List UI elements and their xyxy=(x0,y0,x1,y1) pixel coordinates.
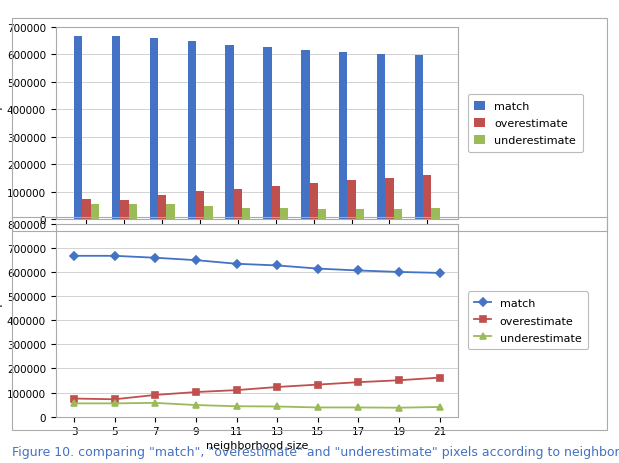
Bar xyxy=(225,46,234,220)
overestimate xyxy=(355,380,362,385)
underestimate xyxy=(152,400,159,406)
Bar xyxy=(347,181,356,220)
underestimate xyxy=(233,404,240,409)
Bar xyxy=(188,42,196,220)
overestimate xyxy=(152,392,159,398)
Bar xyxy=(234,190,242,220)
underestimate xyxy=(355,405,362,410)
Bar xyxy=(120,200,129,220)
Bar xyxy=(74,37,82,220)
overestimate xyxy=(111,397,118,402)
match xyxy=(152,256,159,261)
Bar xyxy=(90,205,99,220)
Bar xyxy=(431,209,439,220)
underestimate xyxy=(111,400,118,406)
match xyxy=(355,268,362,274)
Bar xyxy=(356,209,364,220)
Legend: match, overestimate, underestimate: match, overestimate, underestimate xyxy=(467,292,588,350)
overestimate xyxy=(274,384,281,390)
overestimate xyxy=(396,378,403,383)
Line: overestimate: overestimate xyxy=(71,375,443,402)
Bar xyxy=(82,200,90,220)
overestimate xyxy=(314,382,321,388)
X-axis label: neighborhood size: neighborhood size xyxy=(206,244,308,254)
Bar xyxy=(158,195,167,220)
underestimate xyxy=(436,404,443,410)
overestimate xyxy=(233,388,240,393)
Bar xyxy=(150,39,158,220)
Bar xyxy=(242,208,251,220)
Bar xyxy=(129,205,137,220)
Y-axis label: number of pixels: number of pixels xyxy=(0,274,2,367)
match xyxy=(436,270,443,276)
Bar xyxy=(196,192,204,220)
underestimate xyxy=(274,404,281,409)
Bar xyxy=(263,48,272,220)
match xyxy=(111,253,118,259)
Bar xyxy=(310,183,318,220)
overestimate xyxy=(193,389,200,395)
match xyxy=(233,262,240,267)
Bar xyxy=(272,186,280,220)
Line: match: match xyxy=(71,253,443,276)
match xyxy=(274,263,281,269)
match xyxy=(396,269,403,275)
Bar xyxy=(318,209,326,220)
match xyxy=(71,253,78,259)
match xyxy=(193,258,200,263)
underestimate xyxy=(71,400,78,406)
Bar xyxy=(204,207,212,220)
Bar xyxy=(280,208,288,220)
overestimate xyxy=(71,396,78,401)
Bar xyxy=(377,55,385,220)
Bar xyxy=(385,178,394,220)
X-axis label: neighborhood size: neighborhood size xyxy=(206,440,308,450)
underestimate xyxy=(396,405,403,411)
match xyxy=(314,266,321,272)
Bar xyxy=(339,53,347,220)
overestimate xyxy=(436,375,443,381)
Legend: match, overestimate, underestimate: match, overestimate, underestimate xyxy=(467,95,582,153)
Bar xyxy=(112,37,120,220)
Text: Figure 10. comparing "match", "overestimate" and "underestimate" pixels accordin: Figure 10. comparing "match", "overestim… xyxy=(12,445,619,458)
Bar xyxy=(415,56,423,220)
Bar xyxy=(423,175,431,220)
Line: underestimate: underestimate xyxy=(71,400,443,411)
Bar xyxy=(167,204,175,220)
Y-axis label: number of pixels: number of pixels xyxy=(0,77,2,170)
underestimate xyxy=(314,405,321,410)
Bar xyxy=(301,51,310,220)
Bar xyxy=(394,210,402,220)
underestimate xyxy=(193,402,200,408)
